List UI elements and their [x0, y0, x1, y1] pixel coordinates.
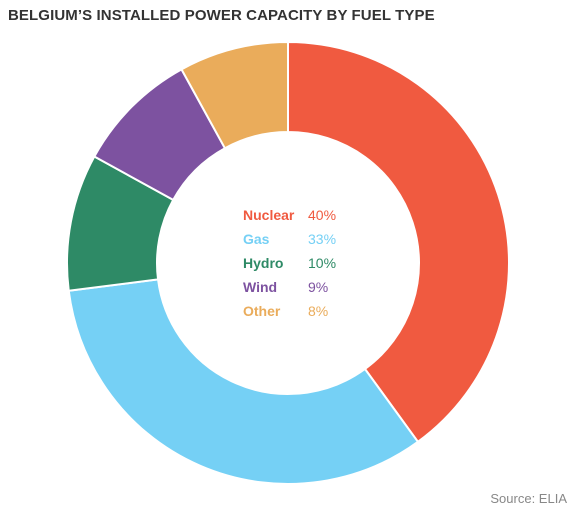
legend-row-hydro: Hydro 10%: [243, 253, 336, 277]
legend-row-other: Other 8%: [243, 301, 336, 325]
slice-other: [180, 40, 289, 150]
slice-gas: [67, 278, 420, 485]
legend-label-nuclear: Nuclear: [243, 207, 295, 223]
legend-value-wind: 9%: [308, 279, 329, 295]
chart-title: BELGIUM’S INSTALLED POWER CAPACITY BY FU…: [8, 7, 435, 24]
legend-label-other: Other: [243, 303, 281, 319]
legend-value-gas: 33%: [308, 231, 337, 247]
legend-label-hydro: Hydro: [243, 255, 284, 271]
legend-row-nuclear: Nuclear 40%: [243, 205, 336, 229]
center-legend: Nuclear 40% Gas 33% Hydro 10% Wind 9% Other 8…: [243, 205, 336, 325]
legend-label-wind: Wind: [243, 279, 278, 295]
legend-value-nuclear: 40%: [308, 207, 337, 223]
legend-value-other: 8%: [308, 303, 329, 319]
legend-label-gas: Gas: [243, 231, 270, 247]
slice-nuclear: [287, 40, 510, 444]
legend-row-wind: Wind 9%: [243, 277, 336, 301]
legend-value-hydro: 10%: [308, 255, 337, 271]
donut-slices: [66, 40, 510, 485]
source-note: Source: ELIA: [490, 491, 567, 506]
legend-row-gas: Gas 33%: [243, 229, 336, 253]
